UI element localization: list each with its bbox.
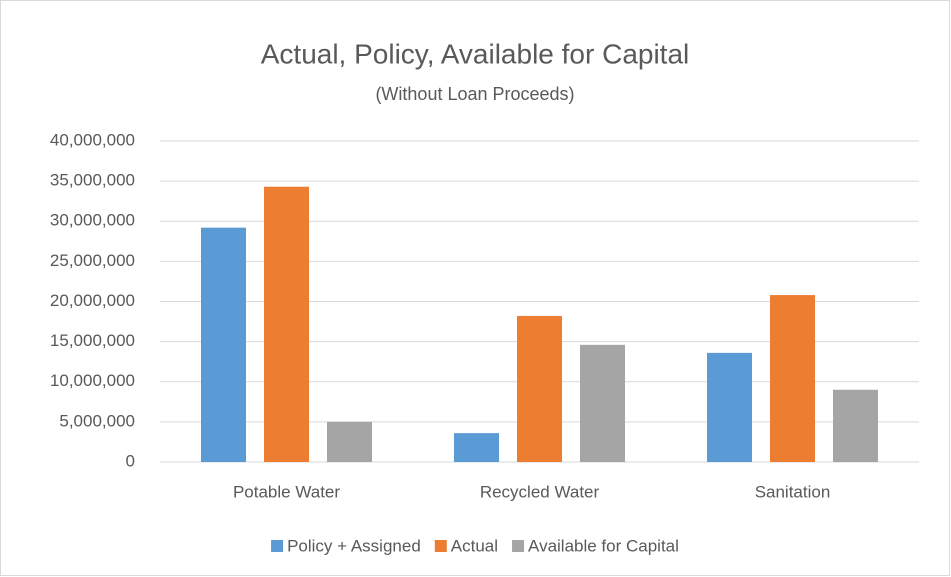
legend-label: Actual (451, 536, 498, 555)
y-tick-label: 25,000,000 (50, 251, 135, 270)
chart-title: Actual, Policy, Available for Capital (261, 38, 690, 69)
bar (833, 389, 878, 462)
bar (580, 344, 625, 462)
x-tick-label: Potable Water (233, 482, 340, 501)
y-tick-label: 10,000,000 (50, 371, 135, 390)
bar (707, 352, 752, 462)
legend-swatch (434, 540, 447, 552)
legend-swatch (271, 540, 284, 552)
y-tick-label: 35,000,000 (50, 171, 135, 190)
bar (201, 227, 246, 462)
bar (327, 421, 372, 462)
x-tick-label: Sanitation (755, 482, 831, 501)
bar (517, 315, 562, 462)
legend-label: Available for Capital (528, 536, 679, 555)
legend-swatch (512, 540, 525, 552)
chart-subtitle: (Without Loan Proceeds) (375, 84, 574, 104)
y-tick-label: 30,000,000 (50, 211, 135, 230)
legend-label: Policy + Assigned (287, 536, 421, 555)
x-tick-label: Recycled Water (480, 482, 600, 501)
y-tick-label: 20,000,000 (50, 291, 135, 310)
bar (770, 295, 815, 462)
bar (454, 433, 499, 462)
y-tick-label: 5,000,000 (59, 411, 135, 430)
y-tick-label: 40,000,000 (50, 130, 135, 149)
bar (264, 186, 309, 462)
y-tick-label: 0 (126, 451, 135, 470)
y-tick-label: 15,000,000 (50, 331, 135, 350)
